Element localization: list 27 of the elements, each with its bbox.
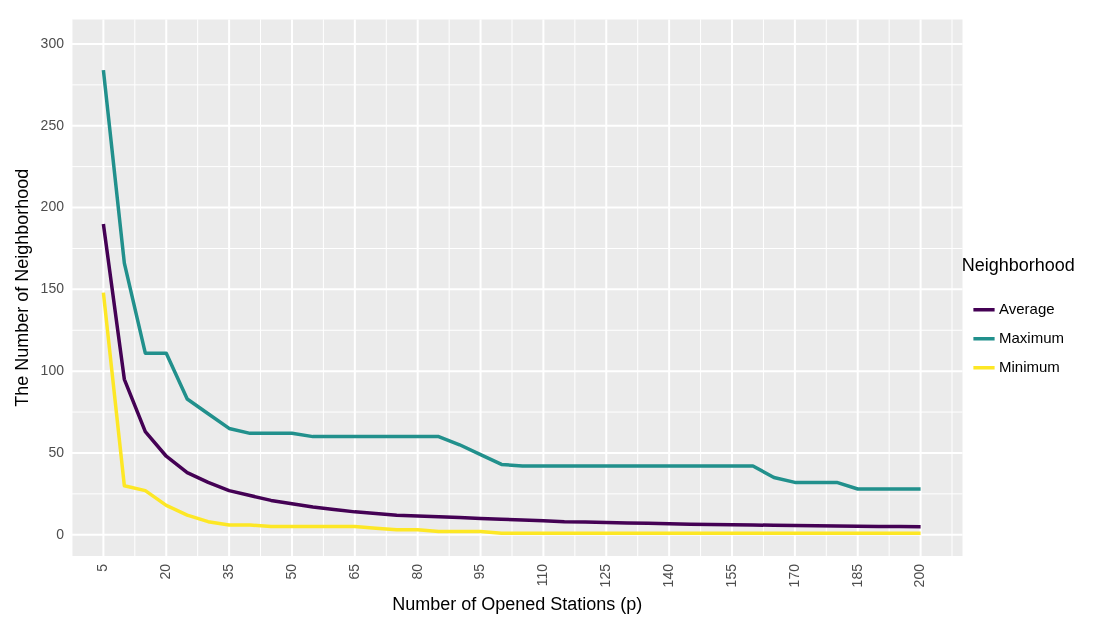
y-tick-label: 0 (56, 525, 65, 542)
x-tick-label: 80 (408, 563, 425, 580)
x-axis-title: Number of Opened Stations (p) (392, 594, 643, 615)
x-tick-label: 140 (660, 563, 676, 588)
legend-label: Minimum (999, 357, 1060, 375)
y-tick-label: 50 (48, 443, 65, 460)
y-tick-label: 150 (40, 280, 65, 297)
y-axis-title: The Number of Neighborhood (11, 168, 32, 407)
x-tick-label: 110 (534, 563, 551, 587)
x-tick-label: 125 (597, 563, 614, 588)
legend-label: Average (999, 299, 1055, 317)
x-tick-label: 200 (911, 563, 928, 588)
y-tick-label: 200 (40, 198, 65, 215)
x-tick-label: 65 (345, 563, 362, 580)
y-tick-label: 300 (40, 34, 65, 51)
x-tick-label: 50 (282, 563, 299, 580)
x-tick-label: 155 (722, 563, 739, 588)
x-tick-label: 20 (157, 563, 174, 580)
y-tick-label: 100 (40, 362, 65, 379)
x-tick-label: 170 (785, 563, 802, 588)
x-tick-label: 5 (94, 563, 111, 572)
x-tick-label: 95 (471, 563, 488, 580)
y-tick-label: 250 (40, 116, 65, 133)
legend-label: Maximum (999, 328, 1065, 346)
x-tick-label: 185 (848, 563, 865, 588)
x-tick-label: 35 (219, 563, 236, 580)
legend-title: Neighborhood (961, 254, 1075, 275)
